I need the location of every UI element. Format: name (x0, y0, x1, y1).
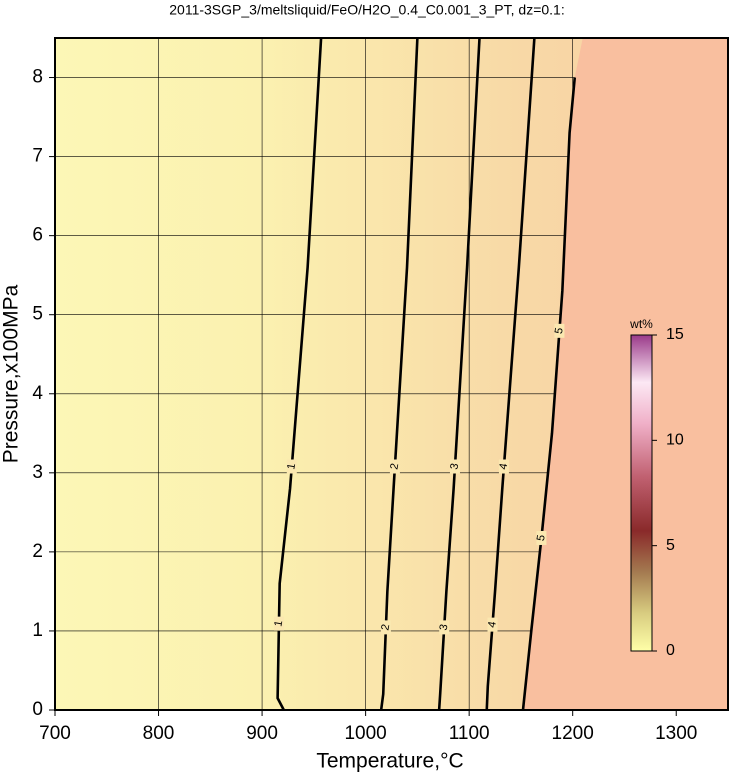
colorbar (630, 334, 653, 652)
y-tick-label: 2 (32, 541, 43, 562)
contour-label: 2 (379, 623, 392, 631)
contour-label: 4 (497, 462, 510, 470)
x-tick-label: 700 (39, 723, 71, 744)
contour-label-bg (536, 530, 547, 545)
contour-label: 1 (285, 462, 298, 470)
x-axis-label: Temperature,°C (316, 750, 463, 773)
contour-label-bg (498, 459, 509, 474)
contour-label: 3 (448, 462, 461, 470)
contour-label: 5 (553, 327, 566, 335)
contour-label: 3 (438, 623, 451, 631)
chart-title: 2011-3SGP_3/meltsliquid/FeO/H2O_0.4_C0.0… (169, 2, 564, 18)
x-tick-label: 1300 (655, 723, 697, 744)
y-tick-label: 0 (32, 699, 43, 720)
y-tick-label: 1 (32, 620, 43, 641)
y-tick-label: 7 (32, 146, 43, 167)
contour-label-bg (286, 459, 297, 474)
y-tick-label: 8 (32, 67, 43, 88)
contour-label-bg (380, 620, 391, 635)
high-region (522, 38, 728, 710)
colorbar-label: wt% (629, 317, 653, 331)
contour-label-bg (554, 323, 565, 338)
y-tick-label: 5 (32, 304, 43, 325)
colorbar-tick-label: 5 (666, 537, 675, 554)
colorbar-tick-label: 15 (666, 326, 684, 343)
colorbar-tick-label: 10 (666, 432, 684, 449)
y-axis-label: Pressure,x100MPa (0, 284, 23, 463)
x-tick-label: 1200 (552, 723, 594, 744)
contour-label: 2 (388, 462, 401, 470)
x-tick-label: 1100 (449, 723, 490, 744)
y-tick-label: 4 (32, 383, 43, 404)
colorbar-tick-label: 0 (666, 642, 675, 659)
x-tick-label: 900 (246, 723, 278, 744)
y-tick-label: 6 (32, 225, 43, 246)
contour-line (379, 37, 419, 711)
contour-line (437, 37, 481, 711)
contour-line (485, 37, 536, 711)
contour-label: 4 (486, 621, 499, 629)
contour-line (521, 77, 577, 711)
y-tick-label: 3 (32, 462, 43, 483)
plot-frame (54, 37, 729, 711)
contour-label-bg (487, 617, 498, 632)
contour-label-bg (273, 616, 284, 631)
contour-label-bg (449, 459, 460, 474)
contour-label: 1 (272, 620, 285, 628)
contour-label: 5 (535, 534, 548, 542)
contour-line (276, 37, 323, 711)
contour-label-bg (389, 459, 400, 474)
x-tick-label: 1000 (344, 723, 386, 744)
contour-label-bg (439, 620, 450, 635)
x-tick-label: 800 (143, 723, 175, 744)
